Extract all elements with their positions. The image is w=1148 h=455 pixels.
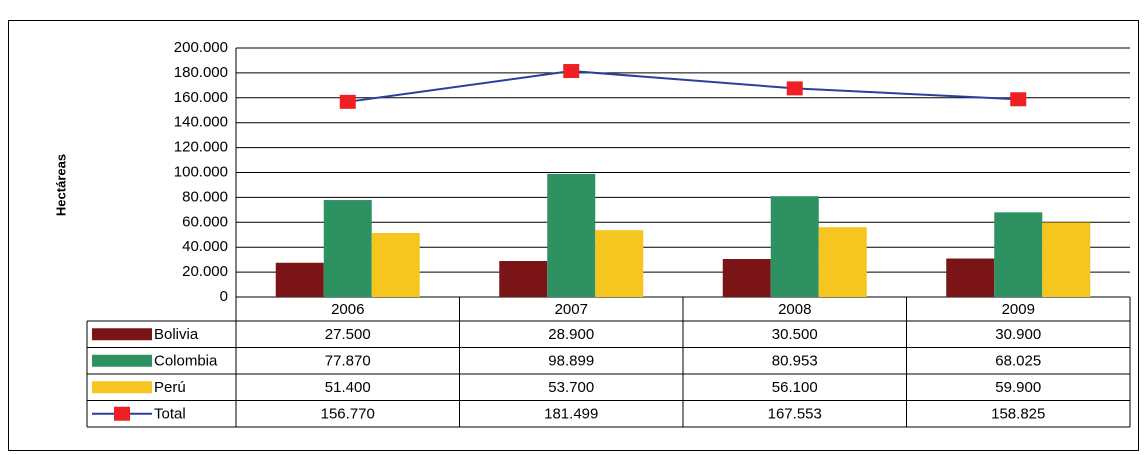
bar [323,200,372,297]
table-value: 156.770 [321,406,375,423]
bar [499,261,548,297]
table-value: 68.025 [995,353,1041,370]
chart-frame [8,20,1139,451]
table-value: 30.900 [995,326,1041,343]
bar [371,233,420,297]
bar [946,258,995,297]
table-value: 181.499 [544,406,598,423]
table-value: 53.700 [548,379,594,396]
bar [818,227,867,297]
table-value: 27.500 [325,326,371,343]
legend-label: Colombia [154,353,218,370]
y-tick-label: 100.000 [174,163,228,180]
table-value: 56.100 [772,379,818,396]
legend-label: Perú [154,379,186,396]
legend-swatch [92,328,152,341]
y-tick-label: 80.000 [182,188,228,205]
marker [1010,92,1027,107]
legend-swatch [92,354,152,367]
table-value: 51.400 [325,379,371,396]
marker [563,64,580,79]
legend-marker [114,406,130,421]
x-tick-label: 2008 [778,301,811,318]
bar [1042,222,1091,297]
table-value: 28.900 [548,326,594,343]
bar [722,259,771,297]
legend-label: Total [154,406,186,423]
y-tick-label: 200.000 [174,39,228,56]
y-tick-label: 180.000 [174,64,228,81]
bar [770,196,819,297]
table-value: 30.500 [772,326,818,343]
table-value: 77.870 [325,353,371,370]
y-tick-label: 40.000 [182,238,228,255]
y-tick-label: 160.000 [174,89,228,106]
line [347,70,1019,103]
y-tick-label: 120.000 [174,139,228,156]
bar [547,173,596,297]
table-value: 59.900 [995,379,1041,396]
table-value: 158.825 [991,406,1045,423]
x-tick-label: 2009 [1002,301,1035,318]
y-tick-label: 0 [220,288,228,305]
x-tick-label: 2006 [331,301,364,318]
bar [275,262,324,297]
y-axis-label: Hectáreas [53,154,68,216]
y-tick-label: 140.000 [174,114,228,131]
marker [339,94,356,109]
legend-label: Bolivia [154,326,199,343]
bar [994,212,1043,297]
legend-swatch [92,381,152,394]
bar [595,230,644,297]
table-value: 167.553 [768,406,822,423]
x-tick-label: 2007 [555,301,588,318]
table-value: 80.953 [772,353,818,370]
table-value: 98.899 [548,353,594,370]
y-tick-label: 20.000 [182,263,228,280]
marker [786,81,803,96]
y-tick-label: 60.000 [182,213,228,230]
